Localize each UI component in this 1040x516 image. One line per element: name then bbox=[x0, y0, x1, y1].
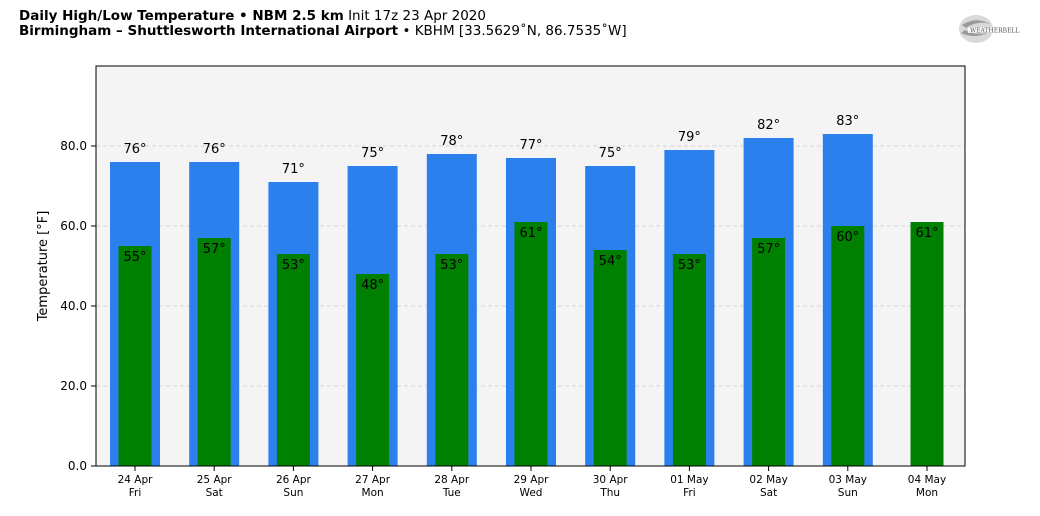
x-tick-date: 02 May bbox=[749, 474, 787, 486]
chart-title: Daily High/Low Temperature • NBM 2.5 km … bbox=[19, 9, 486, 24]
chart-title-main: Daily High/Low Temperature • NBM 2.5 km bbox=[19, 8, 344, 24]
low-bar bbox=[435, 254, 469, 466]
low-bar bbox=[276, 254, 310, 466]
x-tick-date: 30 Apr bbox=[593, 474, 629, 486]
low-bar bbox=[831, 226, 865, 466]
low-bar bbox=[672, 254, 706, 466]
high-value-label: 76° bbox=[123, 142, 146, 157]
x-tick-date: 26 Apr bbox=[276, 474, 312, 486]
low-bar bbox=[910, 222, 944, 466]
low-bars bbox=[118, 222, 944, 466]
low-bar bbox=[356, 274, 390, 466]
high-value-label: 78° bbox=[440, 134, 463, 149]
x-tick-date: 04 May bbox=[908, 474, 946, 486]
station-coordinates: • KBHM [33.5629˚N, 86.7535˚W] bbox=[402, 23, 627, 39]
low-value-label: 61° bbox=[519, 226, 542, 241]
y-tick-label: 20.0 bbox=[60, 379, 87, 393]
x-tick-day: Sat bbox=[760, 487, 777, 499]
low-bar bbox=[593, 250, 627, 466]
high-value-label: 83° bbox=[836, 114, 859, 129]
location-name: Birmingham – Shuttlesworth International… bbox=[19, 23, 399, 39]
low-value-label: 55° bbox=[123, 250, 146, 265]
y-tick-label: 60.0 bbox=[60, 219, 87, 233]
x-tick-date: 29 Apr bbox=[514, 474, 550, 486]
y-axis: 0.0 20.0 40.0 60.0 80.0 bbox=[60, 139, 96, 473]
high-value-label: 76° bbox=[203, 142, 226, 157]
low-value-label: 60° bbox=[836, 230, 859, 245]
low-value-label: 57° bbox=[203, 242, 226, 257]
high-value-label: 71° bbox=[282, 162, 305, 177]
y-tick-label: 0.0 bbox=[68, 459, 87, 473]
low-value-label: 57° bbox=[757, 242, 780, 257]
high-value-label: 77° bbox=[519, 138, 542, 153]
x-tick-date: 25 Apr bbox=[197, 474, 233, 486]
y-axis-label: Temperature [°F] bbox=[36, 211, 51, 323]
x-tick-date: 01 May bbox=[670, 474, 708, 486]
x-tick-date: 28 Apr bbox=[434, 474, 470, 486]
x-tick-day: Fri bbox=[129, 487, 142, 499]
high-value-label: 75° bbox=[599, 146, 622, 161]
x-tick-day: Thu bbox=[599, 487, 620, 499]
weatherbell-logo-icon: WEATHERBELL bbox=[959, 15, 1020, 43]
x-tick-day: Sun bbox=[283, 487, 303, 499]
x-tick-date: 27 Apr bbox=[355, 474, 391, 486]
low-value-label: 53° bbox=[282, 258, 305, 273]
x-tick-day: Mon bbox=[362, 487, 384, 499]
y-tick-label: 80.0 bbox=[60, 139, 87, 153]
x-tick-day: Tue bbox=[442, 487, 461, 499]
low-value-label: 53° bbox=[440, 258, 463, 273]
x-tick-day: Wed bbox=[520, 487, 543, 499]
x-tick-day: Mon bbox=[916, 487, 938, 499]
x-tick-day: Sun bbox=[838, 487, 858, 499]
x-tick-day: Sat bbox=[206, 487, 223, 499]
low-value-label: 48° bbox=[361, 278, 384, 293]
x-tick-day: Fri bbox=[683, 487, 696, 499]
low-value-label: 61° bbox=[915, 226, 938, 241]
low-bar bbox=[118, 246, 152, 466]
x-tick-date: 03 May bbox=[829, 474, 867, 486]
y-tick-label: 40.0 bbox=[60, 299, 87, 313]
data-labels: 76° 55° 76° 57° 71° 53° 75° 48° 78° 53° 77° 61° 75° 5… bbox=[123, 114, 938, 293]
low-bar bbox=[197, 238, 231, 466]
logo-text: WEATHERBELL bbox=[970, 28, 1019, 35]
x-tick-date: 24 Apr bbox=[118, 474, 154, 486]
low-value-label: 54° bbox=[599, 254, 622, 269]
high-value-label: 82° bbox=[757, 118, 780, 133]
init-time: Init 17z 23 Apr 2020 bbox=[348, 8, 486, 24]
location-title: Birmingham – Shuttlesworth International… bbox=[19, 24, 627, 39]
low-bar bbox=[514, 222, 548, 466]
high-value-label: 75° bbox=[361, 146, 384, 161]
low-value-label: 53° bbox=[678, 258, 701, 273]
low-bar bbox=[752, 238, 786, 466]
high-value-label: 79° bbox=[678, 130, 701, 145]
